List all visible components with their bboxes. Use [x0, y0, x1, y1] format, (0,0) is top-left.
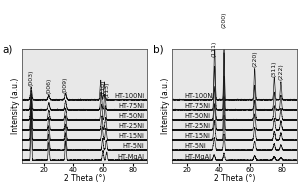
Text: HT-100Ni: HT-100Ni	[114, 93, 144, 99]
Text: HT-75Ni: HT-75Ni	[184, 103, 210, 109]
Text: b): b)	[153, 44, 163, 54]
Text: HT-5Ni: HT-5Ni	[184, 143, 206, 149]
Text: a): a)	[3, 44, 13, 54]
Text: (009): (009)	[63, 76, 68, 93]
Text: (220): (220)	[252, 51, 257, 67]
Text: (222): (222)	[278, 64, 283, 81]
Text: HT-25Ni: HT-25Ni	[184, 123, 210, 129]
Text: (110): (110)	[101, 80, 105, 96]
Text: (113): (113)	[104, 81, 109, 98]
Text: HT-MgAl: HT-MgAl	[117, 153, 144, 160]
Text: HT-50Ni: HT-50Ni	[184, 113, 210, 119]
X-axis label: 2 Theta (°): 2 Theta (°)	[64, 174, 105, 184]
Text: HT-50Ni: HT-50Ni	[118, 113, 144, 119]
Text: (200): (200)	[221, 11, 227, 28]
Text: HT-15Ni: HT-15Ni	[184, 133, 210, 139]
X-axis label: 2 Theta (°): 2 Theta (°)	[214, 174, 255, 184]
Text: HT-75Ni: HT-75Ni	[118, 103, 144, 109]
Text: (006): (006)	[46, 77, 52, 94]
Text: HT-25Ni: HT-25Ni	[118, 123, 144, 129]
Text: HT-5Ni: HT-5Ni	[123, 143, 144, 149]
Text: HT-15Ni: HT-15Ni	[118, 133, 144, 139]
Text: HT-100Ni: HT-100Ni	[184, 93, 215, 99]
Text: (311): (311)	[272, 60, 277, 77]
Y-axis label: Intensity (a.u.): Intensity (a.u.)	[161, 78, 170, 134]
Text: HT-MgAl: HT-MgAl	[184, 153, 211, 160]
Text: (003): (003)	[29, 69, 34, 86]
Text: (111): (111)	[211, 41, 217, 57]
Y-axis label: Intensity (a.u.): Intensity (a.u.)	[11, 78, 20, 134]
